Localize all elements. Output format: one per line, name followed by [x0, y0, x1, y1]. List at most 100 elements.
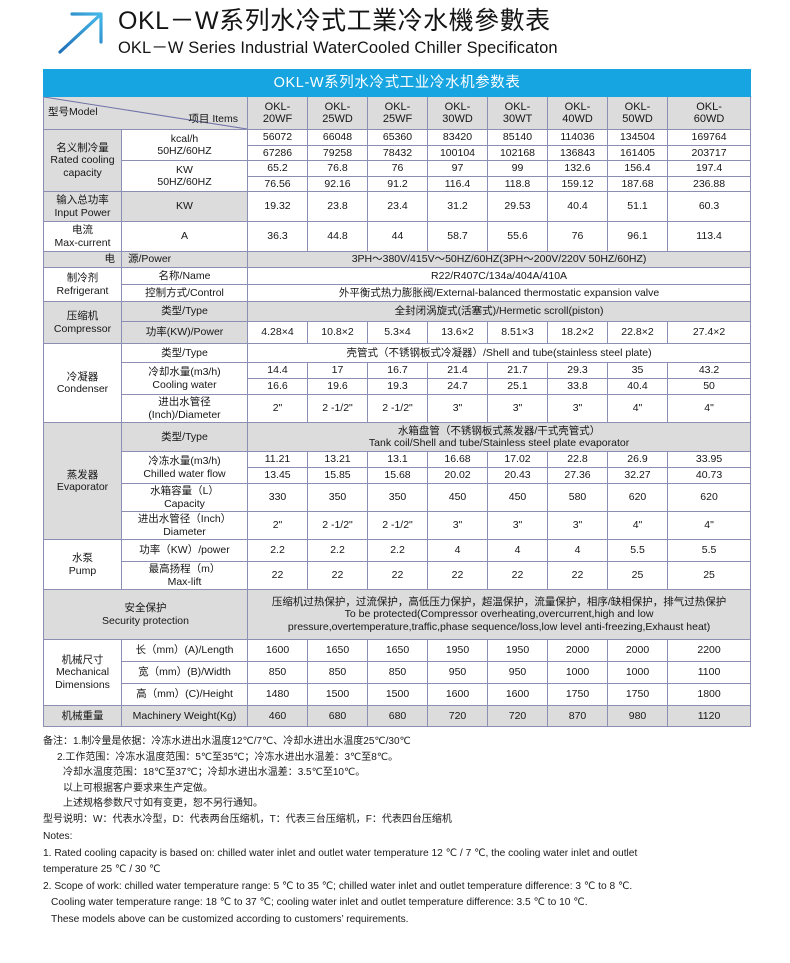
- cell: 169764: [666, 129, 752, 146]
- cell: 22.8: [547, 451, 608, 468]
- label-en1: Mechanical: [55, 666, 110, 679]
- label-power-left: 电: [43, 251, 122, 268]
- cell: 2000: [607, 639, 668, 662]
- cell: 156.4: [607, 160, 668, 177]
- cell: 24.7: [427, 378, 488, 395]
- item-line1: 最高扬程（m）: [148, 563, 221, 575]
- cell: 4": [607, 394, 668, 423]
- model-line2: 25WD: [322, 113, 353, 125]
- cell: 25: [607, 561, 668, 590]
- cell: 450: [427, 483, 488, 512]
- cell: 1600: [487, 683, 548, 706]
- group-label-evaporator: 蒸发器 Evaporator: [43, 422, 122, 540]
- cell: 4": [666, 394, 752, 423]
- row-max-current: 电流 Max-current A 36.3 44.8 44 58.7 55.6 …: [43, 221, 752, 252]
- note-en-2c: These models above can be customized acc…: [51, 913, 409, 925]
- cell: 44.8: [307, 221, 368, 252]
- cell: 1500: [367, 683, 428, 706]
- cell: 187.68: [607, 175, 668, 192]
- cell: 26.9: [607, 451, 668, 468]
- item-condenser-type: 类型/Type: [121, 343, 248, 363]
- cell: 197.4: [666, 160, 752, 177]
- group-label-input-power: 输入总功率 Input Power: [43, 191, 122, 222]
- cell: 2 -1/2": [367, 511, 428, 540]
- cell: 13.45: [247, 467, 308, 484]
- cell: 850: [307, 661, 368, 684]
- model-line2: 25WF: [382, 113, 413, 125]
- corner-model-label: 型号Model: [48, 106, 98, 118]
- item-evaporator-type: 类型/Type: [121, 422, 248, 452]
- model-header-row: 型号Model 项目 Items OKL- 20WF OKL- 25WD OKL- 2…: [43, 96, 752, 130]
- row-pump-power: 水泵 Pump 功率（KW）/power 2.2 2.2 2.2 4 4 4 5…: [43, 539, 752, 590]
- cell: 100104: [427, 144, 488, 161]
- row-evaporator-type: 蒸发器 Evaporator 类型/Type 水箱盘管（不锈钢板式蒸发器/干式壳…: [43, 422, 752, 540]
- cell: 23.4: [367, 191, 428, 222]
- cell: 950: [487, 661, 548, 684]
- item-condenser-water: 冷却水量(m3/h) Cooling water: [121, 362, 248, 395]
- group-label-refrigerant: 制冷剂 Refrigerant: [43, 267, 122, 302]
- cell: 4.28×4: [247, 321, 308, 344]
- row-power-supply: 电 源/Power 3PH～380V/415V～50HZ/60HZ(3PH～20…: [43, 251, 752, 268]
- model-line1: OKL-: [624, 100, 651, 113]
- cell: 67286: [247, 144, 308, 161]
- cell: 620: [666, 483, 752, 512]
- cell: 450: [487, 483, 548, 512]
- cell: 66048: [307, 129, 368, 146]
- cell: 16.6: [247, 378, 308, 395]
- model-line1: OKL-: [384, 100, 411, 113]
- cell: 17: [307, 362, 368, 379]
- cell: 85140: [487, 129, 548, 146]
- cell: 22.8×2: [607, 321, 668, 344]
- cell: 23.8: [307, 191, 368, 222]
- item-line2: 50HZ/60HZ: [157, 176, 212, 188]
- row-condenser-type: 冷凝器 Condenser 类型/Type 壳管式（不锈钢板式冷凝器）/Shel…: [43, 343, 752, 423]
- model-col-3: OKL- 30WD: [427, 96, 488, 130]
- cell: 159.12: [547, 175, 608, 192]
- cell: 36.3: [247, 221, 308, 252]
- cell: 22: [547, 561, 608, 590]
- cell: 1800: [666, 683, 752, 706]
- cell: 680: [307, 705, 368, 727]
- item-line2: Chilled water flow: [143, 467, 226, 480]
- row-input-power: 输入总功率 Input Power KW 19.32 23.8 23.4 31.…: [43, 191, 752, 222]
- value-refrigerant-name: R22/R407C/134a/404A/410A: [246, 267, 752, 285]
- cell: 720: [427, 705, 488, 727]
- value-line1: 水箱盘管（不锈钢板式蒸发器/干式壳管式）: [397, 424, 601, 437]
- security-line-1: 压缩机过热保护，过流保护，高低压力保护，超温保护，流量保护，相序/缺相保护，排气…: [271, 595, 727, 608]
- cell: 5.3×4: [367, 321, 428, 344]
- item-dim-length: 长（mm）(A)/Length: [121, 639, 248, 662]
- spec-table: OKL-W系列水冷式工业冷水机参数表 型号Model 项目 Items OKL-…: [42, 69, 752, 727]
- cell: 161405: [607, 144, 668, 161]
- item-line2: Diameter: [163, 525, 206, 538]
- group-label-max-current: 电流 Max-current: [43, 221, 122, 252]
- cell: 19.6: [307, 378, 368, 395]
- cell: 16.68: [427, 451, 488, 468]
- model-col-1: OKL- 25WD: [307, 96, 368, 130]
- cell: 55.6: [487, 221, 548, 252]
- cell: 44: [367, 221, 428, 252]
- item-evaporator-flow: 冷冻水量(m3/h) Chilled water flow: [121, 451, 248, 484]
- cell: 31.2: [427, 191, 488, 222]
- cell: 950: [427, 661, 488, 684]
- cell: 1600: [427, 683, 488, 706]
- label-cn: 电流: [72, 224, 93, 236]
- row-condenser-water-b: 16.6 19.6 19.3 24.7 25.1 33.8 40.4 50: [44, 378, 752, 395]
- row-security-protection: 安全保护 Security protection 压缩机过热保护，过流保护，高低…: [43, 589, 752, 640]
- model-line1: OKL-: [444, 100, 471, 113]
- cell: 870: [547, 705, 608, 727]
- cell: 460: [247, 705, 308, 727]
- cell: 2000: [547, 639, 608, 662]
- label-cn: 蒸发器: [66, 468, 99, 481]
- cell: 65.2: [247, 160, 308, 177]
- label-en: Input Power: [54, 206, 111, 219]
- row-dim-length: 机械尺寸 Mechanical Dimensions 长（mm）(A)/Leng…: [43, 639, 752, 706]
- item-pump-power: 功率（KW）/power: [121, 539, 248, 562]
- label-en2: Dimensions: [55, 678, 110, 691]
- label-en: Pump: [68, 564, 97, 577]
- cell: 21.7: [487, 362, 548, 379]
- cell: 1100: [666, 661, 752, 684]
- label-en2: capacity: [63, 166, 102, 179]
- value-evaporator-type: 水箱盘管（不锈钢板式蒸发器/干式壳管式） Tank coil/Shell and…: [246, 422, 752, 452]
- cell: 236.88: [666, 175, 752, 192]
- model-col-0: OKL- 20WF: [247, 96, 308, 130]
